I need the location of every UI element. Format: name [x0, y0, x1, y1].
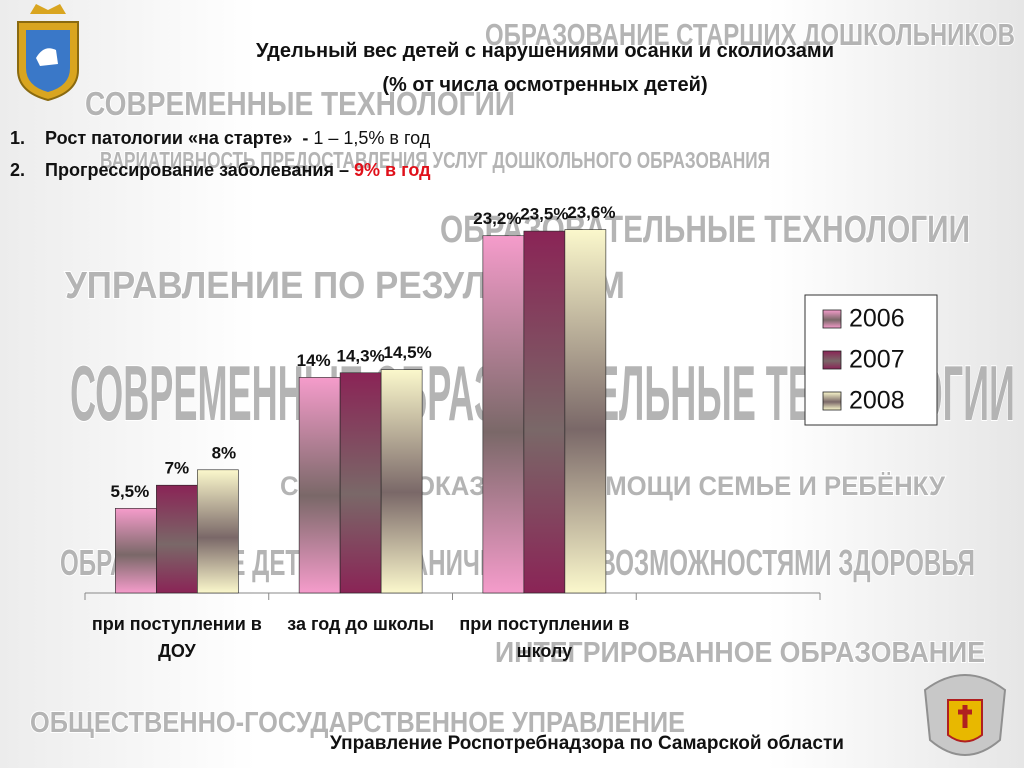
value-label: 23,6% [567, 203, 615, 222]
value-label: 5,5% [111, 482, 150, 501]
watermark: ОБРАЗОВАНИЕ СТАРШИХ ДОШКОЛЬНИКОВ [485, 17, 1015, 52]
emblem-rospotrebnadzor [923, 674, 1007, 756]
legend-label: 2006 [849, 305, 905, 333]
watermark: ВАРИАТИВНОСТЬ ПРЕДОСТАВЛЕНИЯ УСЛУГ ДОШКО… [100, 147, 770, 173]
point-value: 9% в год [353, 160, 431, 180]
title-line: Удельный вес детей с нарушениями осанки … [255, 40, 835, 62]
bar [482, 235, 525, 594]
watermark: ИНТЕГРИРОВАННОЕ ОБРАЗОВАНИЕ [495, 637, 985, 669]
value-label: 14,3% [337, 346, 385, 365]
watermark: ОБЩЕСТВЕННО-ГОСУДАРСТВЕННОЕ УПРАВЛЕНИЕ [30, 707, 685, 739]
point-label: Рост патологии «на старте» - [45, 128, 314, 148]
point: 1. Рост патологии «на старте» - 1 – 1,5%… [10, 128, 430, 149]
point-value: 1 – 1,5% в год [313, 128, 431, 148]
x-tick-label: при поступлении в ДОУ [91, 614, 262, 661]
legend-swatch [822, 350, 842, 370]
value-label: 14% [297, 351, 331, 370]
value-label: 14,5% [384, 343, 432, 362]
bar [564, 229, 607, 594]
x-tick-label: за год до школы [287, 614, 434, 634]
point-number: 1. [10, 128, 26, 148]
value-label: 7% [165, 459, 190, 478]
legend-label: 2008 [849, 387, 905, 415]
bar [115, 507, 157, 594]
bar [380, 369, 423, 594]
legend-label: 2007 [849, 346, 905, 374]
point-label: Прогрессирование заболевания – [45, 160, 354, 180]
legend-swatch [822, 309, 842, 329]
bar [339, 372, 382, 594]
bar [197, 469, 239, 594]
legend-swatch [822, 391, 842, 411]
bar [156, 484, 198, 594]
value-label: 23,5% [520, 205, 568, 224]
watermark: СОВРЕМЕННЫЕ ТЕХНОЛОГИИ [85, 85, 515, 122]
bar [298, 377, 341, 594]
value-label: 23,2% [473, 209, 521, 228]
title-line: (% от числа осмотренных детей) [382, 74, 708, 96]
emblem-samara [17, 4, 79, 102]
bar [523, 230, 566, 594]
footer: Управление Роспотребнадзора по Самарской… [330, 733, 844, 754]
x-tick-label: при поступлении в школу [459, 614, 630, 661]
point: 2. Прогрессирование заболевания – 9% в г… [10, 160, 431, 181]
point-number: 2. [10, 160, 26, 180]
value-label: 8% [212, 443, 237, 462]
